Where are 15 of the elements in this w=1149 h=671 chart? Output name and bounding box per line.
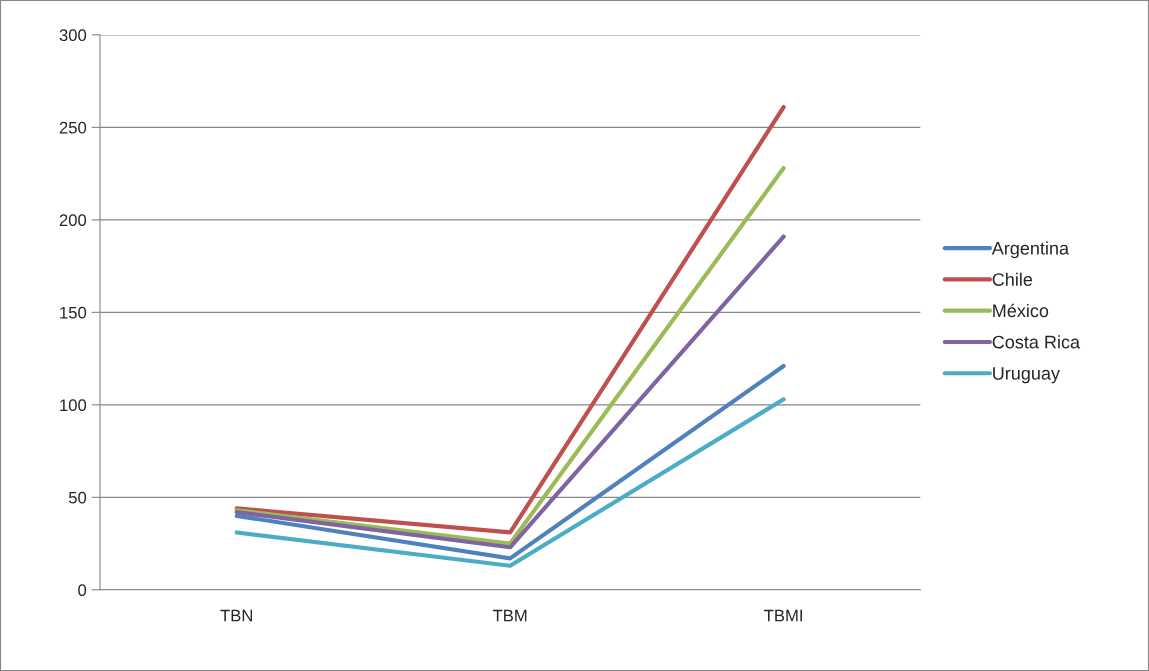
legend-label: Chile [992, 272, 1033, 286]
y-tick-label: 100 [60, 399, 87, 412]
x-tick-label: TBN [220, 609, 252, 622]
y-tick-label: 250 [59, 121, 87, 134]
legend-label: Costa Rica [992, 335, 1081, 349]
legend-label: México [993, 303, 1049, 318]
legend-label: Argentina [991, 241, 1070, 259]
y-tick-label: 150 [60, 306, 87, 319]
y-tick-label: 200 [59, 214, 87, 227]
x-tick-label: TBM [492, 609, 527, 622]
y-tick-label: 300 [59, 29, 87, 42]
y-tick-label: 50 [68, 491, 87, 504]
y-tick-label: 0 [78, 584, 87, 597]
legend-label: Uruguay [993, 367, 1060, 384]
x-tick-label: TBMI [764, 609, 802, 622]
